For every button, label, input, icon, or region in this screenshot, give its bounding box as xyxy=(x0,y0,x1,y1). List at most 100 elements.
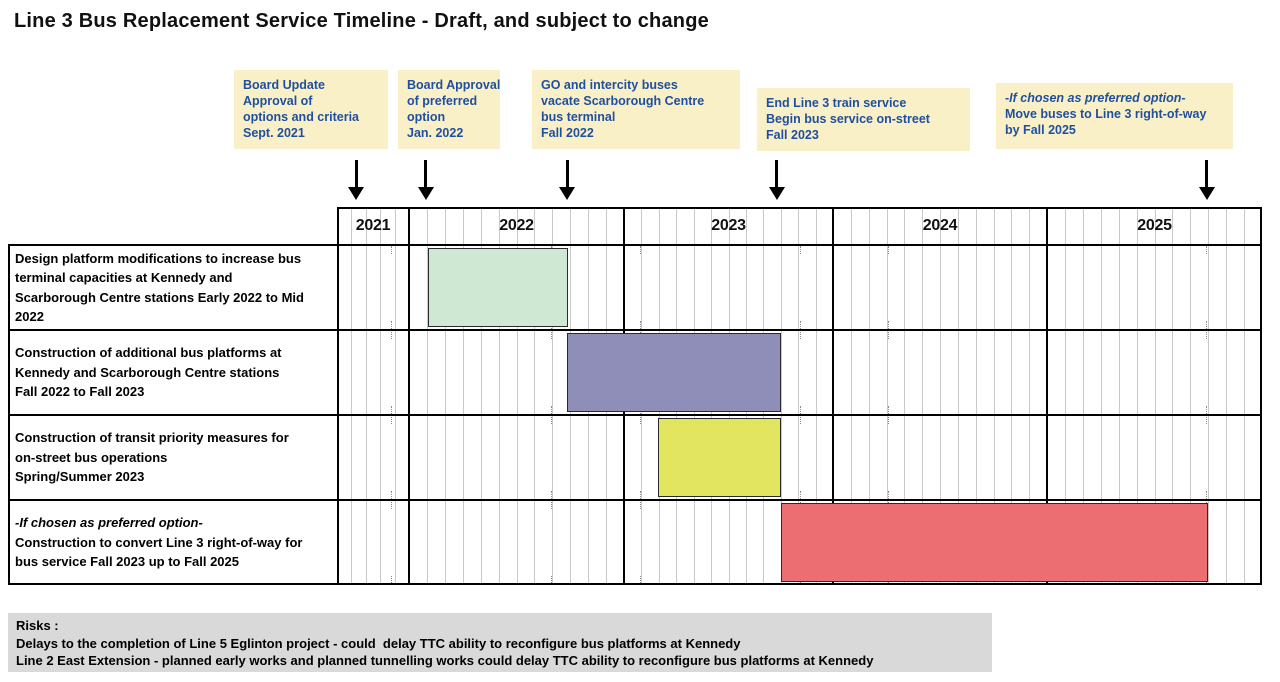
down-arrow-shaft xyxy=(1205,160,1209,189)
task-label-line: Construction of additional bus platforms… xyxy=(15,345,282,361)
task-label: Construction of additional bus platforms… xyxy=(11,331,334,414)
month-gridline xyxy=(1208,207,1210,583)
row-divider-line xyxy=(8,244,1262,246)
chart-outer-border xyxy=(337,207,1262,585)
down-arrow-head xyxy=(1198,187,1215,200)
page-break-tick xyxy=(888,246,889,254)
month-gridline xyxy=(886,207,888,583)
month-gridline xyxy=(1011,207,1013,583)
year-divider-line xyxy=(832,207,834,585)
milestone-callout-line: Begin bus service on-street xyxy=(766,112,930,126)
down-arrow-head xyxy=(348,187,365,200)
task-label: Design platform modifications to increas… xyxy=(11,246,334,329)
year-header-label: 2023 xyxy=(711,217,746,234)
milestone-callout-line: Board Approval xyxy=(407,78,501,92)
milestone-callout: Board Update Approval of options and crite… xyxy=(234,70,388,149)
task-label-line: Design platform modifications to increas… xyxy=(15,250,302,266)
milestone-callout-line: bus terminal xyxy=(541,110,616,124)
milestone-callout-line: Move buses to Line 3 right-of-way xyxy=(1005,107,1207,121)
month-gridline xyxy=(365,207,367,583)
page-title: Line 3 Bus Replacement Service Timeline … xyxy=(14,10,709,32)
milestone-callout-line: vacate Scarborough Centre xyxy=(541,94,705,108)
task-label-line: on-street bus operations xyxy=(15,449,168,465)
month-gridline xyxy=(1100,207,1102,583)
down-arrow-shaft xyxy=(565,160,569,189)
month-gridline xyxy=(1118,207,1120,583)
milestone-callout-line: of preferred xyxy=(407,94,478,108)
milestone-callout-line: options and criteria xyxy=(243,110,359,124)
month-gridline xyxy=(1226,207,1228,583)
milestone-callout-line: Fall 2022 xyxy=(541,126,594,140)
month-gridline xyxy=(1172,207,1174,583)
month-gridline xyxy=(394,207,396,583)
page-break-tick xyxy=(1206,246,1207,254)
milestone-callout-line: -If chosen as preferred option- xyxy=(1005,91,1186,105)
risks-title: Risks : xyxy=(16,618,59,633)
year-header-label: 2025 xyxy=(1137,217,1172,234)
milestone-callout-line: Jan. 2022 xyxy=(407,126,464,140)
task-bar xyxy=(427,248,569,327)
page-break-tick xyxy=(391,246,392,254)
milestone-callout: Board Approval of preferred option Jan. 202… xyxy=(398,70,500,149)
month-gridline xyxy=(798,207,800,583)
down-arrow-icon xyxy=(347,160,365,200)
down-arrow-head xyxy=(559,187,576,200)
year-header-label: 2022 xyxy=(499,217,534,234)
month-gridline xyxy=(426,207,428,583)
month-gridline xyxy=(1082,207,1084,583)
month-gridline xyxy=(922,207,924,583)
milestone-callout-line: Sept. 2021 xyxy=(243,126,305,140)
month-gridline xyxy=(462,207,464,583)
label-column-left-border xyxy=(8,244,10,584)
month-gridline xyxy=(815,207,817,583)
task-bar xyxy=(658,418,782,497)
task-label-line: Spring/Summer 2023 xyxy=(15,469,145,485)
month-gridline xyxy=(1064,207,1066,583)
down-arrow-shaft xyxy=(424,160,428,189)
task-label-line: Kennedy and Scarborough Centre stations xyxy=(15,364,280,380)
milestone-callout-line: GO and intercity buses xyxy=(541,78,678,92)
month-gridline xyxy=(993,207,995,583)
month-gridline xyxy=(957,207,959,583)
month-gridline xyxy=(498,207,500,583)
down-arrow-head xyxy=(768,187,785,200)
month-gridline xyxy=(444,207,446,583)
down-arrow-icon xyxy=(417,160,435,200)
task-label-line: Fall 2022 to Fall 2023 xyxy=(15,384,145,400)
month-gridline xyxy=(534,207,536,583)
page-break-tick xyxy=(800,246,801,254)
year-divider-line xyxy=(1046,207,1048,585)
risk-line: Delays to the completion of Line 5 Eglin… xyxy=(16,635,741,651)
month-gridline xyxy=(1029,207,1031,583)
month-gridline xyxy=(516,207,518,583)
task-label: -If chosen as preferred option- Construct… xyxy=(11,501,334,584)
milestone-callout-line: Board Update xyxy=(243,78,325,92)
milestone-callout: GO and intercity buses vacate Scarborough… xyxy=(532,70,740,149)
task-label-line: -If chosen as preferred option- xyxy=(15,515,203,531)
milestone-callout-line: option xyxy=(407,110,446,124)
task-label-line: bus service Fall 2023 up to Fall 2025 xyxy=(15,554,239,570)
milestone-callout: -If chosen as preferred option- Move buse… xyxy=(996,83,1233,149)
month-gridline xyxy=(351,207,353,583)
milestone-callout-line: End Line 3 train service xyxy=(766,96,907,110)
down-arrow-icon xyxy=(768,160,786,200)
task-bar xyxy=(566,333,782,412)
month-gridline xyxy=(780,207,782,583)
year-divider-line xyxy=(408,207,410,585)
month-gridline xyxy=(1190,207,1192,583)
month-gridline xyxy=(904,207,906,583)
down-arrow-shaft xyxy=(354,160,358,189)
row-divider-line xyxy=(8,329,1262,331)
month-gridline xyxy=(975,207,977,583)
milestone-callout-line: Approval of xyxy=(243,94,313,108)
page-break-tick xyxy=(640,246,641,254)
task-label-line: Construction to convert Line 3 right-of-… xyxy=(15,534,303,550)
risks-box: Risks : Delays to the completion of Line… xyxy=(8,613,992,672)
task-label-line: terminal capacities at Kennedy and xyxy=(15,270,233,285)
risks-lines: Delays to the completion of Line 5 Eglin… xyxy=(16,635,992,670)
row-divider-line xyxy=(8,414,1262,416)
down-arrow-icon xyxy=(1198,160,1216,200)
month-gridline xyxy=(1154,207,1156,583)
down-arrow-icon xyxy=(558,160,576,200)
